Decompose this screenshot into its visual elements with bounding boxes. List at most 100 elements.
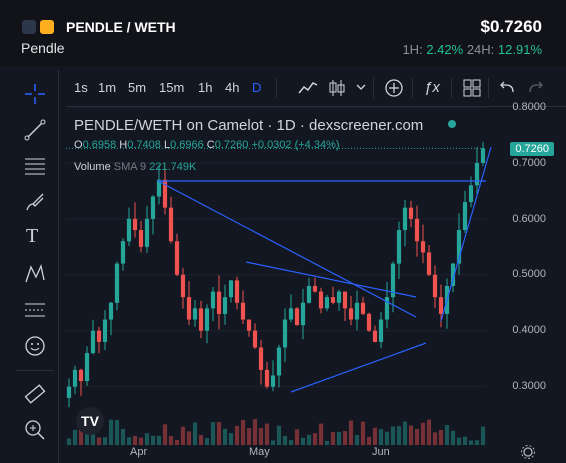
- timeframe-1m[interactable]: 1m: [98, 80, 117, 95]
- toolbar-divider: [488, 78, 489, 98]
- candle-body: [186, 297, 192, 320]
- x-tick: May: [249, 446, 270, 458]
- candle-body: [228, 280, 234, 298]
- candle-body: [318, 291, 324, 309]
- candle-body: [234, 280, 240, 303]
- y-tick: 0.7000: [512, 157, 546, 169]
- candle-body: [108, 302, 114, 320]
- candle-body: [144, 218, 150, 247]
- tools-divider: [16, 370, 54, 371]
- redo-icon[interactable]: [525, 77, 545, 99]
- volume-bar: [336, 431, 342, 445]
- toolbar-divider: [276, 78, 277, 98]
- candle-body: [282, 319, 288, 348]
- volume-bar: [264, 423, 270, 445]
- h1-change: 2.42%: [426, 42, 464, 57]
- add-indicator-icon[interactable]: [383, 77, 405, 99]
- volume-bar: [156, 435, 162, 445]
- candle-body: [480, 148, 486, 163]
- volume-bar: [216, 422, 222, 445]
- volume-bar: [414, 429, 420, 445]
- volume-bar: [72, 429, 78, 445]
- token-name: Pendle: [21, 40, 65, 56]
- volume-value: 221.749K: [149, 161, 197, 173]
- candle-body: [324, 297, 330, 309]
- volume-bar: [402, 421, 408, 445]
- fib-icon[interactable]: [23, 154, 47, 178]
- arbitrum-icon: [22, 20, 36, 34]
- candle-body: [474, 162, 480, 186]
- trendline-icon[interactable]: [23, 118, 47, 142]
- candle-body: [84, 353, 90, 382]
- text-icon[interactable]: T: [26, 225, 39, 247]
- candlestick-icon[interactable]: [328, 77, 346, 99]
- volume-bar: [432, 432, 438, 445]
- open-value: 0.6958: [82, 139, 117, 151]
- zoom-icon[interactable]: [23, 418, 47, 442]
- y-tick: 0.8000: [512, 101, 546, 113]
- candle-body: [426, 252, 432, 275]
- line-chart-icon[interactable]: [297, 77, 319, 99]
- pair-header: PENDLE / WETH Pendle $0.7260 1H: 2.42% 2…: [0, 0, 566, 66]
- timeframe-d[interactable]: D: [252, 80, 262, 95]
- pattern-icon[interactable]: [23, 262, 47, 286]
- timeframe-1s[interactable]: 1s: [74, 80, 88, 95]
- formula-icon[interactable]: ƒx: [424, 79, 440, 96]
- price-usd: $0.7260: [480, 17, 542, 36]
- timeframe-5m[interactable]: 5m: [128, 80, 147, 95]
- volume-bar: [384, 431, 390, 445]
- candle-body: [432, 274, 438, 298]
- x-tick: Apr: [130, 446, 148, 458]
- volume-bar: [378, 429, 384, 445]
- candle-body: [150, 196, 156, 219]
- candle-body: [78, 369, 84, 382]
- crosshair-icon[interactable]: [23, 82, 47, 106]
- candle-body: [336, 291, 342, 303]
- volume-bar: [354, 435, 360, 445]
- toolbar-divider: [451, 78, 452, 98]
- price-chart[interactable]: PENDLE/WETH on Camelot · 1D · dexscreene…: [66, 101, 566, 463]
- volume-bar: [372, 427, 378, 445]
- candle-body: [96, 330, 102, 342]
- candle-body: [216, 291, 222, 314]
- volume-bar: [78, 428, 84, 445]
- volume-bar: [288, 440, 294, 445]
- volume-bar: [222, 428, 228, 445]
- timeframe-4h[interactable]: 4h: [225, 80, 240, 95]
- y-tick: 0.6000: [512, 213, 546, 225]
- volume-bar: [438, 429, 444, 445]
- candle-body: [180, 274, 186, 298]
- volume-bar: [420, 422, 426, 445]
- chart-canvas[interactable]: [66, 107, 566, 463]
- volume-bar: [240, 419, 246, 445]
- trend-line: [157, 180, 417, 318]
- volume-bar: [324, 440, 330, 445]
- timeframe-1h[interactable]: 1h: [198, 80, 213, 95]
- volume-bar: [132, 435, 138, 445]
- candle-body: [300, 302, 306, 326]
- settings-gear-icon[interactable]: [520, 444, 536, 460]
- forecast-icon[interactable]: [23, 298, 47, 322]
- high-label: H: [119, 139, 128, 151]
- timeframe-15m[interactable]: 15m: [159, 80, 185, 95]
- candle-body: [354, 302, 360, 320]
- undo-icon[interactable]: [498, 77, 518, 99]
- brush-icon[interactable]: [23, 190, 47, 214]
- layout-grid-icon[interactable]: [461, 77, 483, 99]
- chevron-down-icon[interactable]: [356, 84, 366, 92]
- volume-bar: [108, 419, 114, 445]
- candle-body: [198, 308, 204, 331]
- open-label: O: [74, 139, 83, 151]
- emoji-icon[interactable]: [23, 334, 47, 358]
- ruler-icon[interactable]: [23, 382, 47, 406]
- candle-body: [462, 202, 468, 231]
- volume-bar: [312, 433, 318, 445]
- drawing-toolbar: T: [12, 70, 59, 463]
- volume-bar: [96, 437, 102, 445]
- volume-bar: [150, 435, 156, 445]
- volume-legend: Volume SMA 9 221.749K: [74, 161, 196, 173]
- candle-body: [306, 285, 312, 303]
- candle-body: [102, 319, 108, 342]
- candle-body: [312, 285, 318, 292]
- candle-body: [162, 179, 168, 208]
